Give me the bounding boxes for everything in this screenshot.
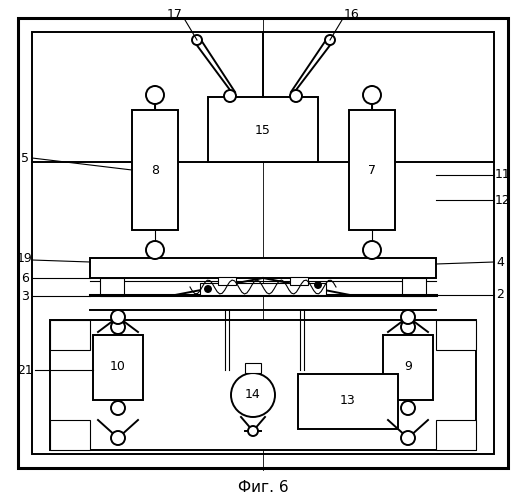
Circle shape xyxy=(111,431,125,445)
Circle shape xyxy=(315,282,321,288)
Bar xyxy=(436,420,476,450)
Bar xyxy=(402,278,426,296)
Text: 4: 4 xyxy=(496,256,504,268)
Text: 5: 5 xyxy=(21,152,29,164)
Text: 10: 10 xyxy=(110,360,126,374)
Bar xyxy=(436,320,476,350)
Text: 14: 14 xyxy=(245,388,261,402)
Bar xyxy=(298,374,398,429)
Text: 17: 17 xyxy=(167,8,183,22)
Text: 8: 8 xyxy=(151,164,159,176)
Text: 16: 16 xyxy=(344,8,360,22)
Circle shape xyxy=(401,310,415,324)
Circle shape xyxy=(111,310,125,324)
Text: 13: 13 xyxy=(340,394,356,407)
Circle shape xyxy=(224,90,236,102)
Bar xyxy=(50,320,90,350)
Text: 9: 9 xyxy=(404,360,412,374)
Text: 6: 6 xyxy=(21,272,29,284)
Bar xyxy=(200,283,326,295)
Bar xyxy=(290,277,308,285)
Bar xyxy=(218,277,236,285)
Text: 11: 11 xyxy=(495,168,511,181)
Bar xyxy=(383,335,433,400)
Bar xyxy=(32,32,494,454)
Circle shape xyxy=(146,241,164,259)
Circle shape xyxy=(146,86,164,104)
Circle shape xyxy=(231,373,275,417)
Circle shape xyxy=(205,286,211,292)
Circle shape xyxy=(111,401,125,415)
Text: 7: 7 xyxy=(368,164,376,176)
Text: 19: 19 xyxy=(17,252,33,264)
Text: 3: 3 xyxy=(21,290,29,302)
Bar xyxy=(349,110,395,230)
Circle shape xyxy=(401,401,415,415)
Circle shape xyxy=(325,35,335,45)
Circle shape xyxy=(290,90,302,102)
Bar xyxy=(50,320,476,450)
Bar xyxy=(90,258,436,278)
Text: Фиг. 6: Фиг. 6 xyxy=(238,480,288,496)
Text: 12: 12 xyxy=(495,194,511,206)
Circle shape xyxy=(248,426,258,436)
Circle shape xyxy=(192,35,202,45)
Bar xyxy=(208,97,318,162)
Bar xyxy=(50,420,90,450)
Polygon shape xyxy=(98,420,138,435)
Bar xyxy=(245,363,261,373)
Bar xyxy=(132,110,178,230)
Circle shape xyxy=(363,241,381,259)
Circle shape xyxy=(401,431,415,445)
Circle shape xyxy=(363,86,381,104)
Text: 2: 2 xyxy=(496,288,504,302)
Bar xyxy=(93,335,143,400)
Circle shape xyxy=(111,320,125,334)
Bar xyxy=(100,278,124,296)
Text: 21: 21 xyxy=(17,364,33,376)
Circle shape xyxy=(401,320,415,334)
Text: 15: 15 xyxy=(255,124,271,136)
